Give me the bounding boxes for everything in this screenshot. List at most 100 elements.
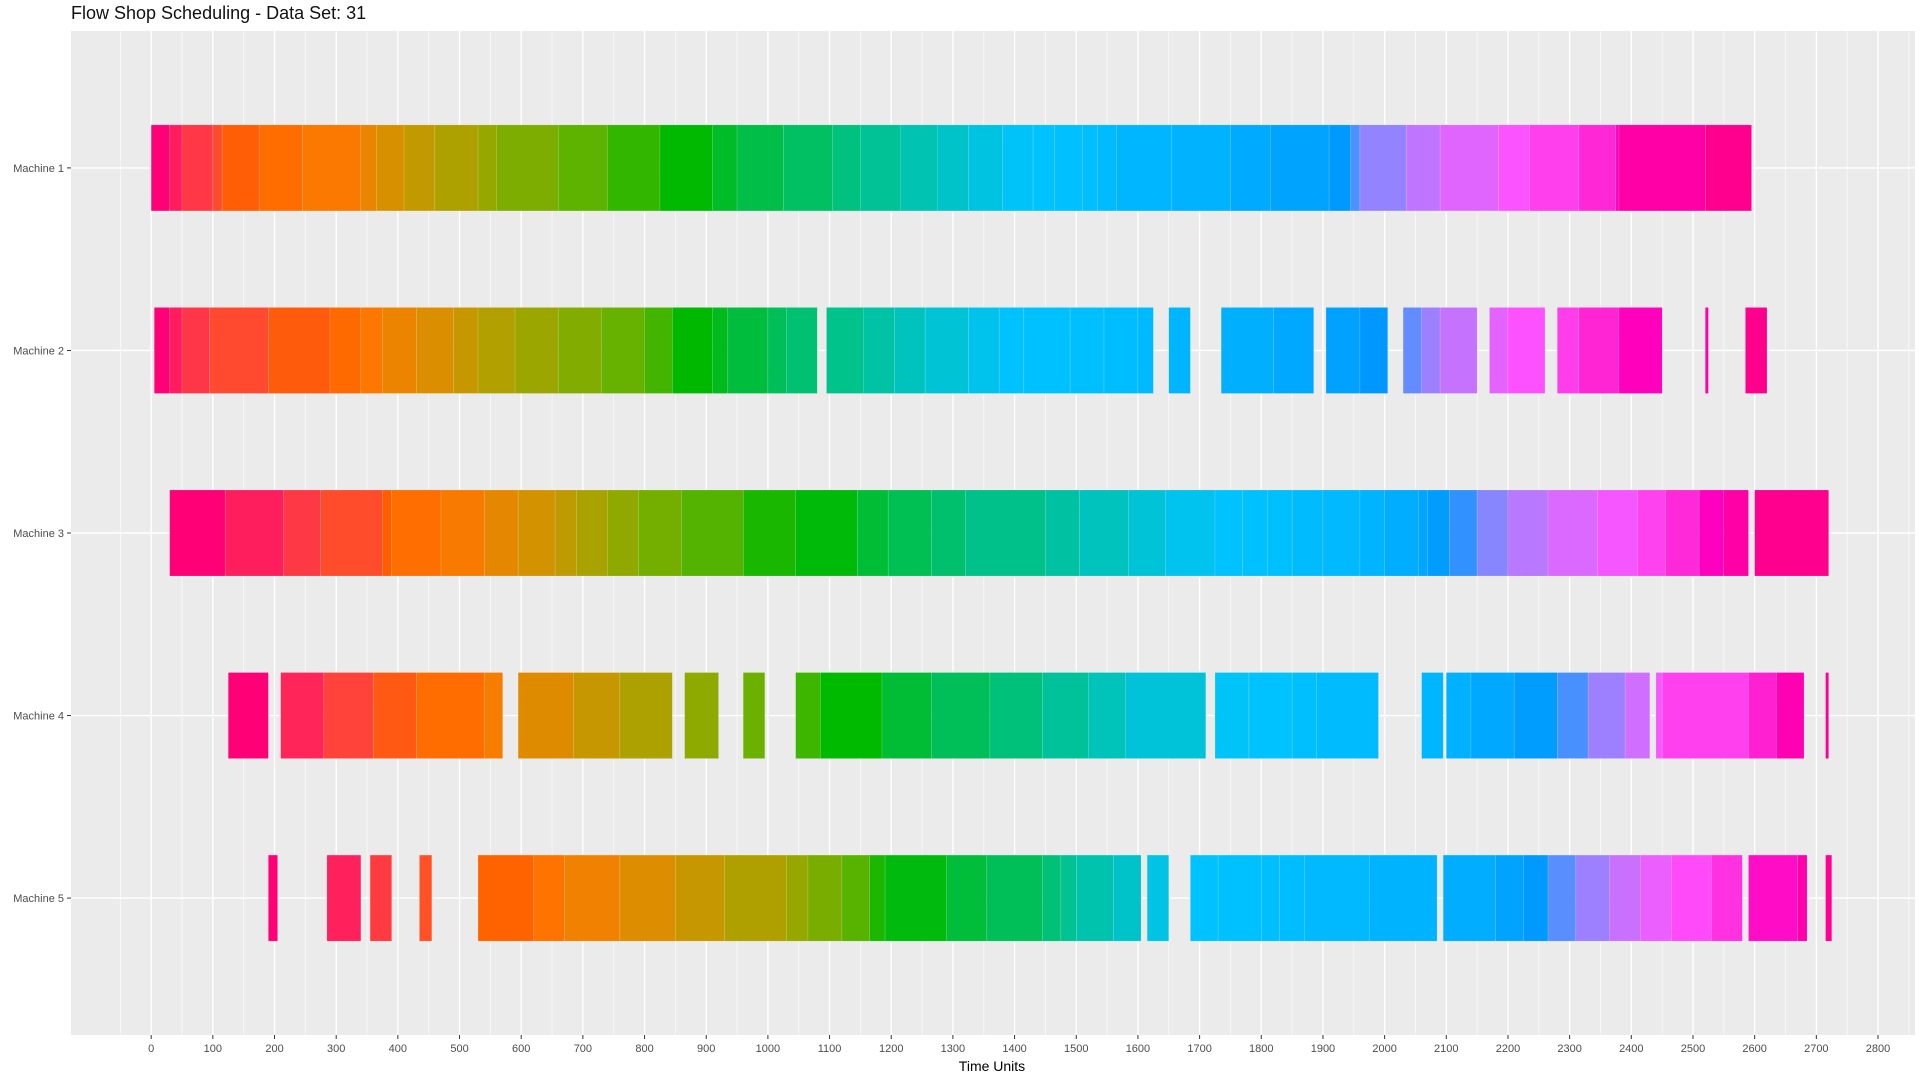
operation-bar bbox=[1359, 124, 1407, 212]
operation-bar bbox=[1359, 489, 1385, 577]
operation-bar bbox=[169, 124, 183, 212]
operation-bar bbox=[724, 854, 787, 942]
operation-bar bbox=[221, 124, 260, 212]
operation-bar bbox=[1624, 672, 1651, 759]
operation-bar bbox=[869, 854, 886, 942]
operation-bar bbox=[1825, 672, 1829, 759]
operation-bar bbox=[1705, 124, 1752, 212]
operation-bar bbox=[360, 124, 377, 212]
x-tick-label: 1800 bbox=[1249, 1043, 1273, 1055]
operation-bar bbox=[1165, 489, 1216, 577]
operation-bar bbox=[1116, 124, 1173, 212]
operation-bar bbox=[1402, 307, 1422, 394]
y-tick-label: Machine 5 bbox=[13, 893, 64, 905]
operation-bar bbox=[1405, 124, 1441, 212]
operation-bar bbox=[1230, 124, 1271, 212]
operation-bar bbox=[1248, 672, 1293, 759]
operation-bar bbox=[1002, 124, 1034, 212]
operation-bar bbox=[1261, 854, 1281, 942]
operation-bar bbox=[964, 489, 1046, 577]
operation-bar bbox=[841, 854, 870, 942]
operation-bar bbox=[302, 124, 362, 212]
operation-bar bbox=[403, 124, 436, 212]
operation-bar bbox=[795, 489, 858, 577]
operation-bar bbox=[169, 489, 226, 577]
operation-bar bbox=[1291, 489, 1324, 577]
operation-bar bbox=[1060, 854, 1077, 942]
operation-bar bbox=[887, 489, 932, 577]
operation-bar bbox=[1557, 672, 1589, 759]
x-axis: 0 100 200 300 400 500 600 700 800 900 1000 1100 1200… bbox=[148, 1035, 1890, 1055]
operation-bar bbox=[1113, 854, 1142, 942]
x-tick-label: 2000 bbox=[1372, 1043, 1396, 1055]
operation-bar bbox=[1754, 489, 1829, 577]
operation-bar bbox=[554, 489, 577, 577]
operation-bar bbox=[1507, 307, 1546, 394]
operation-bar bbox=[937, 124, 969, 212]
operation-bar bbox=[1316, 672, 1379, 759]
operation-bar bbox=[483, 489, 519, 577]
y-tick-label: Machine 3 bbox=[13, 528, 64, 540]
operation-bar bbox=[619, 854, 676, 942]
operation-bar bbox=[684, 672, 719, 759]
operation-bar bbox=[1273, 307, 1314, 394]
operation-bar bbox=[573, 672, 621, 759]
y-tick-label: Machine 1 bbox=[13, 163, 64, 175]
operation-bar bbox=[1137, 307, 1154, 394]
x-tick-label: 500 bbox=[450, 1043, 468, 1055]
operation-bar bbox=[557, 124, 608, 212]
x-tick-label: 1200 bbox=[879, 1043, 903, 1055]
x-tick-label: 1400 bbox=[1002, 1043, 1026, 1055]
operation-bar bbox=[212, 124, 223, 212]
operation-bar bbox=[1711, 854, 1743, 942]
operation-bar bbox=[681, 489, 744, 577]
operation-bar bbox=[968, 124, 1003, 212]
operation-bar bbox=[1698, 489, 1725, 577]
operation-bar bbox=[1384, 489, 1419, 577]
operation-bar bbox=[881, 672, 932, 759]
operation-bar bbox=[767, 307, 787, 394]
operation-bar bbox=[1242, 489, 1268, 577]
operation-bar bbox=[607, 489, 639, 577]
operation-bar bbox=[1054, 124, 1083, 212]
operation-bar bbox=[1168, 307, 1191, 394]
operation-bar bbox=[1421, 307, 1441, 394]
operation-bar bbox=[672, 307, 713, 394]
operation-bar bbox=[1439, 307, 1478, 394]
operation-bar bbox=[1214, 672, 1250, 759]
operation-bar bbox=[533, 854, 565, 942]
operation-bar bbox=[786, 307, 818, 394]
operation-bar bbox=[1723, 489, 1749, 577]
x-tick-label: 1600 bbox=[1126, 1043, 1150, 1055]
operation-bar bbox=[268, 854, 278, 942]
operation-bar bbox=[884, 854, 947, 942]
operation-bar bbox=[1664, 489, 1700, 577]
operation-bar bbox=[268, 307, 331, 394]
operation-bar bbox=[931, 672, 991, 759]
operation-bar bbox=[1489, 307, 1509, 394]
operation-bar bbox=[382, 307, 417, 394]
operation-bar bbox=[1587, 672, 1626, 759]
operation-bar bbox=[894, 307, 926, 394]
y-tick-label: Machine 2 bbox=[13, 345, 64, 357]
operation-bar bbox=[372, 672, 417, 759]
operation-bar bbox=[1748, 672, 1777, 759]
operation-bar bbox=[1103, 307, 1139, 394]
operation-bar bbox=[1547, 854, 1577, 942]
operation-bar bbox=[1618, 124, 1706, 212]
operation-bar bbox=[496, 124, 559, 212]
operation-bar bbox=[659, 124, 713, 212]
operation-bar bbox=[807, 854, 843, 942]
operation-bar bbox=[931, 489, 966, 577]
operation-bar bbox=[832, 124, 861, 212]
operation-bar bbox=[1825, 854, 1832, 942]
operation-bar bbox=[863, 307, 895, 394]
operation-bar bbox=[1618, 307, 1663, 394]
operation-bar bbox=[228, 672, 269, 759]
operation-bar bbox=[1267, 489, 1293, 577]
x-tick-label: 0 bbox=[148, 1043, 154, 1055]
operation-bar bbox=[1578, 124, 1617, 212]
operation-bar bbox=[1637, 489, 1666, 577]
operation-bar bbox=[382, 489, 392, 577]
operation-bar bbox=[1088, 672, 1126, 759]
